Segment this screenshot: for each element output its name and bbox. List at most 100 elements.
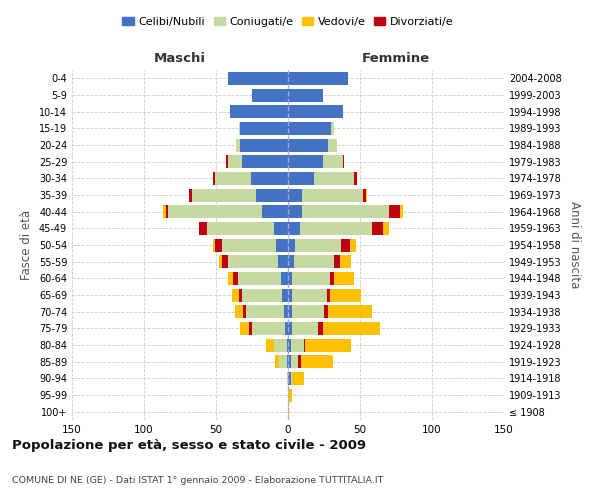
Bar <box>288 155 323 168</box>
Bar <box>169 205 262 218</box>
Bar <box>166 205 169 218</box>
Bar <box>323 322 380 335</box>
Legend: Celibi/Nubili, Coniugati/e, Vedovi/e, Divorziati/e: Celibi/Nubili, Coniugati/e, Vedovi/e, Di… <box>118 12 458 32</box>
Bar <box>294 255 334 268</box>
Bar <box>281 272 288 285</box>
Bar <box>241 122 288 135</box>
Bar <box>232 288 239 302</box>
Bar <box>251 172 288 185</box>
Bar <box>383 222 389 235</box>
Bar <box>242 155 288 168</box>
Bar <box>288 272 292 285</box>
Bar <box>292 305 324 318</box>
Bar <box>343 155 344 168</box>
Bar <box>330 288 361 302</box>
Bar <box>274 222 288 235</box>
Bar <box>302 188 363 202</box>
Bar <box>274 338 287 351</box>
Bar <box>208 222 274 235</box>
Bar <box>285 322 288 335</box>
Bar <box>241 138 288 151</box>
Bar <box>219 255 222 268</box>
Bar <box>354 172 357 185</box>
Bar <box>301 355 332 368</box>
Bar <box>188 188 191 202</box>
Bar <box>288 172 314 185</box>
Bar <box>304 338 305 351</box>
Bar <box>266 338 274 351</box>
Bar <box>262 205 288 218</box>
Bar <box>292 288 327 302</box>
Bar <box>291 355 298 368</box>
Bar <box>295 238 341 252</box>
Bar <box>215 172 251 185</box>
Bar <box>252 322 285 335</box>
Bar <box>288 355 291 368</box>
Text: Maschi: Maschi <box>154 52 206 65</box>
Bar <box>213 238 215 252</box>
Bar <box>334 272 354 285</box>
Bar <box>249 322 252 335</box>
Bar <box>288 322 292 335</box>
Bar <box>230 105 288 118</box>
Bar <box>288 238 295 252</box>
Bar <box>282 288 288 302</box>
Bar <box>213 172 215 185</box>
Text: Popolazione per età, sesso e stato civile - 2009: Popolazione per età, sesso e stato civil… <box>12 440 366 452</box>
Bar <box>163 205 166 218</box>
Bar <box>302 205 389 218</box>
Bar <box>292 272 330 285</box>
Bar <box>341 238 350 252</box>
Bar <box>227 155 242 168</box>
Bar <box>239 122 241 135</box>
Bar <box>292 322 318 335</box>
Bar <box>288 205 302 218</box>
Bar <box>277 238 288 252</box>
Bar <box>299 222 371 235</box>
Bar <box>236 138 241 151</box>
Bar <box>227 72 288 85</box>
Bar <box>222 255 227 268</box>
Bar <box>235 305 244 318</box>
Bar <box>366 188 367 202</box>
Y-axis label: Anni di nascita: Anni di nascita <box>568 202 581 288</box>
Bar <box>284 305 288 318</box>
Bar <box>288 105 343 118</box>
Bar <box>222 238 277 252</box>
Bar <box>275 355 280 368</box>
Bar <box>246 305 284 318</box>
Bar <box>215 238 222 252</box>
Bar <box>328 305 371 318</box>
Bar <box>233 272 238 285</box>
Bar <box>291 372 292 385</box>
Bar <box>241 322 249 335</box>
Bar <box>305 338 352 351</box>
Bar <box>288 188 302 202</box>
Bar <box>288 255 294 268</box>
Bar <box>288 138 328 151</box>
Bar <box>363 188 366 202</box>
Bar <box>278 255 288 268</box>
Bar <box>318 322 323 335</box>
Bar <box>291 338 304 351</box>
Bar <box>330 272 334 285</box>
Bar <box>287 372 288 385</box>
Bar <box>350 238 356 252</box>
Bar <box>324 305 328 318</box>
Bar <box>191 188 256 202</box>
Bar <box>244 305 246 318</box>
Bar <box>226 155 227 168</box>
Bar <box>288 222 299 235</box>
Bar <box>288 122 331 135</box>
Bar <box>340 255 352 268</box>
Bar <box>288 338 291 351</box>
Bar <box>328 138 337 151</box>
Bar <box>227 255 278 268</box>
Bar <box>242 288 282 302</box>
Bar <box>288 72 349 85</box>
Bar <box>288 288 292 302</box>
Bar <box>389 205 400 218</box>
Text: COMUNE DI NE (GE) - Dati ISTAT 1° gennaio 2009 - Elaborazione TUTTITALIA.IT: COMUNE DI NE (GE) - Dati ISTAT 1° gennai… <box>12 476 383 485</box>
Bar <box>331 122 334 135</box>
Bar <box>287 338 288 351</box>
